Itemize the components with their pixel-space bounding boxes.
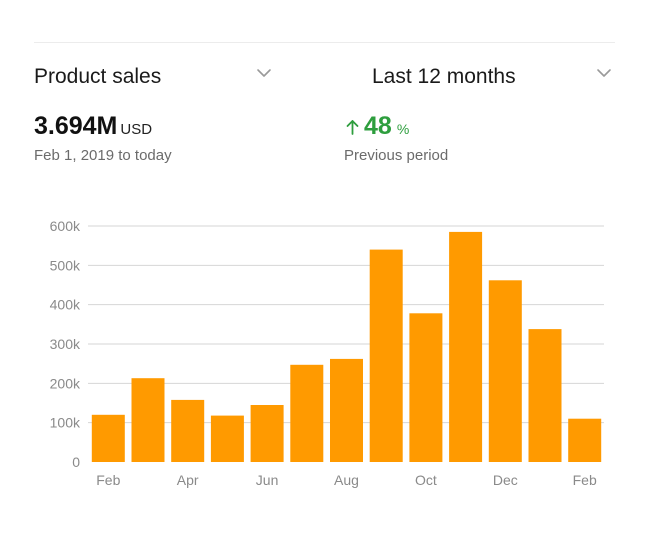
x-tick-label: Feb <box>573 472 597 488</box>
period-selector[interactable]: Last 12 months <box>372 62 617 92</box>
y-tick-label: 100k <box>50 415 81 431</box>
bar-mar-1[interactable] <box>131 378 165 462</box>
total-sales: 3.694M USD <box>34 112 152 141</box>
arrow-up-icon <box>346 120 359 135</box>
x-tick-label: Jun <box>256 472 279 488</box>
total-sales-value: 3.694M <box>34 112 118 140</box>
bar-aug-6[interactable] <box>330 358 363 462</box>
period-change: 48% <box>345 112 409 141</box>
x-tick-label: Dec <box>493 472 518 488</box>
x-tick-label: Aug <box>334 472 359 488</box>
y-tick-label: 500k <box>50 257 81 273</box>
bar-nov-9[interactable] <box>449 231 483 462</box>
bar-jun-4[interactable] <box>250 405 284 462</box>
metric-selector[interactable]: Product sales <box>34 62 274 92</box>
bar-feb-0[interactable] <box>91 414 125 462</box>
total-sales-unit: USD <box>120 121 153 138</box>
top-divider <box>34 42 615 43</box>
y-tick-label: 400k <box>50 297 81 313</box>
change-unit: % <box>396 121 410 137</box>
y-tick-label: 300k <box>50 336 81 352</box>
y-tick-label: 600k <box>50 218 81 234</box>
date-range: Feb 1, 2019 to today <box>34 147 172 164</box>
bar-jul-5[interactable] <box>290 364 324 462</box>
bar-feb-12[interactable] <box>568 418 602 462</box>
y-tick-label: 0 <box>72 454 80 470</box>
change-value: 48 <box>364 112 392 140</box>
metric-selector-label: Product sales <box>34 65 162 88</box>
bar-may-3[interactable] <box>210 415 244 462</box>
y-tick-label: 200k <box>50 375 81 391</box>
change-label: Previous period <box>344 147 449 164</box>
bar-dec-10[interactable] <box>488 280 522 462</box>
bar-jan-11[interactable] <box>528 329 562 462</box>
bar-apr-2[interactable] <box>171 399 205 462</box>
chevron-down-icon <box>257 69 271 77</box>
bar-oct-8[interactable] <box>409 313 443 462</box>
x-tick-label: Apr <box>177 472 199 488</box>
period-selector-label: Last 12 months <box>372 65 516 88</box>
x-tick-label: Oct <box>415 472 437 488</box>
chevron-down-icon <box>597 69 611 77</box>
sales-bar-chart: 0 100k 200k 300k 400k 500k 600k Feb Apr Jun Aug Oct… <box>50 218 604 488</box>
bar-sep-7[interactable] <box>369 249 403 462</box>
x-tick-label: Feb <box>96 472 120 488</box>
